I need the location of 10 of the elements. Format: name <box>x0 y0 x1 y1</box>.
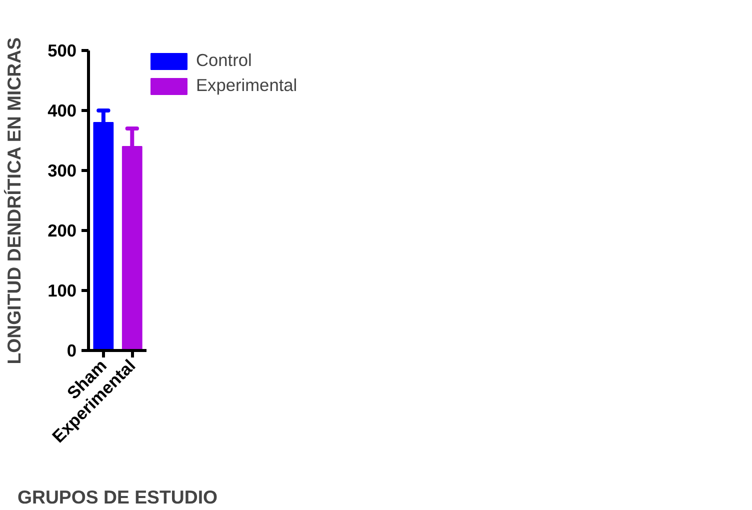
y-tick-label: 300 <box>48 160 77 180</box>
y-tick-label: 0 <box>66 340 77 360</box>
y-tick-label: 500 <box>48 40 77 60</box>
x-axis-title: GRUPOS DE ESTUDIO <box>17 486 218 508</box>
y-tick-label: 400 <box>48 100 77 120</box>
legend-label: Experimental <box>196 75 298 96</box>
y-axis-title: LONGITUD DENDRÍTICA EN MICRAS <box>4 37 25 364</box>
y-tick-label: 200 <box>48 220 77 240</box>
y-tick-label: 100 <box>48 280 77 300</box>
legend-label: Control <box>196 50 252 71</box>
